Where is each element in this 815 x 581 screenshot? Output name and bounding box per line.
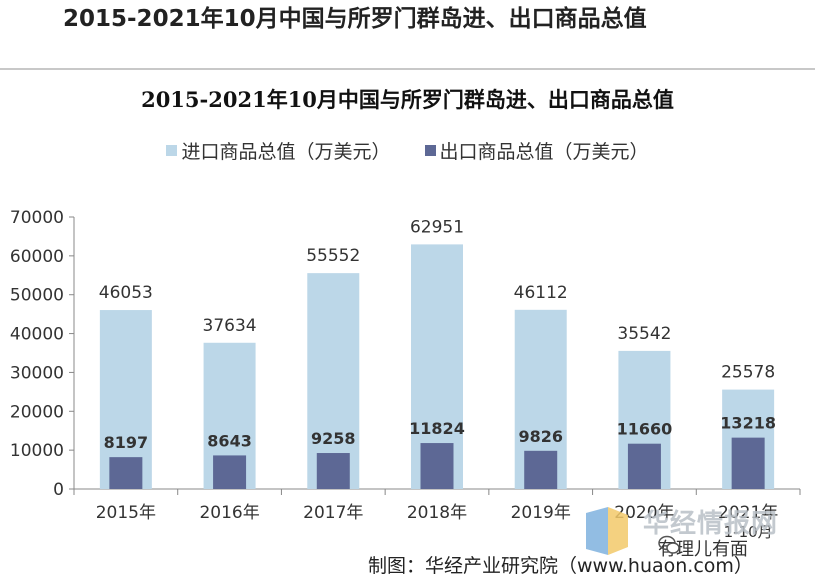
data-label-export: 11824 xyxy=(409,419,465,438)
x-tick-label: 2015年 xyxy=(96,503,156,523)
data-label-export: 13218 xyxy=(720,414,776,433)
x-tick-label: 2018年 xyxy=(407,503,467,523)
legend-label-export: 出口商品总值（万美元） xyxy=(439,141,649,163)
data-label-import: 46053 xyxy=(99,283,153,303)
x-tick-label: 2020年 xyxy=(614,503,674,523)
y-tick-label: 30000 xyxy=(10,363,64,383)
data-label-import: 25578 xyxy=(721,363,775,383)
page-title: 2015-2021年10月中国与所罗门群岛进、出口商品总值 xyxy=(63,6,647,32)
bar-export xyxy=(109,457,143,489)
huajing-logo-icon xyxy=(586,507,628,555)
y-tick-label: 60000 xyxy=(10,247,64,267)
bar-export xyxy=(524,450,558,489)
watermark-text: 华经情报网 xyxy=(643,509,779,539)
bar-export xyxy=(213,455,247,489)
legend-item-import: 进口商品总值（万美元） xyxy=(166,137,391,164)
bar-export xyxy=(316,453,350,489)
x-tick-label: 2019年 xyxy=(511,503,571,523)
data-label-import: 37634 xyxy=(203,316,257,336)
data-label-import: 46112 xyxy=(514,283,568,303)
wechat-account: 有理儿有面 xyxy=(658,535,748,561)
wechat-icon xyxy=(658,535,680,554)
data-label-export: 9258 xyxy=(311,429,356,448)
legend-label-import: 进口商品总值（万美元） xyxy=(181,141,391,163)
data-label-export: 9826 xyxy=(518,427,563,446)
bar-export xyxy=(731,437,765,489)
data-label-import: 55552 xyxy=(306,246,360,266)
data-label-import: 62951 xyxy=(410,217,464,237)
data-label-export: 11660 xyxy=(617,420,673,439)
bar-import xyxy=(307,273,360,489)
legend-item-export: 出口商品总值（万美元） xyxy=(424,137,649,164)
x-tick-label: 2016年 xyxy=(199,503,259,523)
data-label-export: 8643 xyxy=(207,431,252,450)
data-label-import: 35542 xyxy=(617,324,671,344)
divider xyxy=(0,68,815,70)
y-tick-label: 50000 xyxy=(10,286,64,306)
wechat-label: 有理儿有面 xyxy=(658,539,748,560)
chart-caption: 制图：华经产业研究院（www.huaon.com） xyxy=(368,555,753,577)
bar-export xyxy=(627,443,661,489)
legend-swatch-import xyxy=(166,145,178,156)
x-tick-label: 2017年 xyxy=(303,503,363,523)
y-tick-label: 0 xyxy=(53,480,64,500)
legend: 进口商品总值（万美元） 出口商品总值（万美元） xyxy=(0,137,815,164)
x-tick-sublabel: 1-10月 xyxy=(724,523,773,541)
data-label-export: 8197 xyxy=(104,433,149,452)
x-tick-label: 2021年 xyxy=(718,503,778,523)
y-tick-label: 20000 xyxy=(10,402,64,422)
y-tick-label: 70000 xyxy=(10,208,64,228)
chart-title: 2015-2021年10月中国与所罗门群岛进、出口商品总值 xyxy=(141,87,674,112)
y-tick-label: 40000 xyxy=(10,325,64,345)
legend-swatch-export xyxy=(424,145,436,156)
bar-export xyxy=(420,443,454,489)
y-tick-label: 10000 xyxy=(10,441,64,461)
